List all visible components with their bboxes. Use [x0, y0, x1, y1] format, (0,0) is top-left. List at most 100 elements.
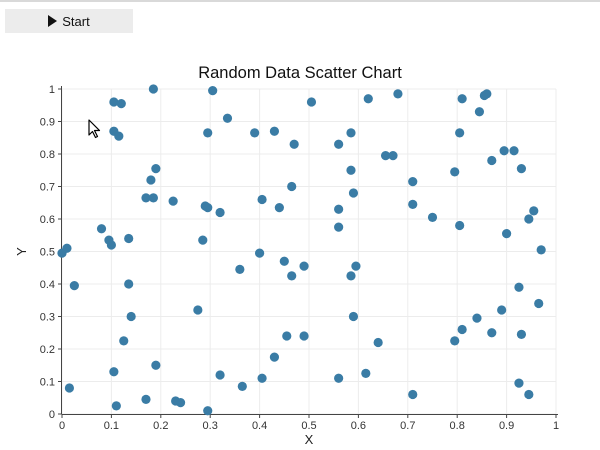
- y-tick-label: 0.5: [40, 247, 55, 259]
- data-point: [534, 298, 544, 309]
- data-point: [269, 352, 280, 362]
- mouse-cursor-icon: [88, 119, 101, 139]
- data-point: [282, 331, 292, 341]
- data-point: [151, 360, 161, 370]
- y-tick-label: 0.2: [40, 344, 55, 356]
- data-point: [269, 126, 280, 136]
- data-point: [474, 107, 485, 117]
- data-point: [348, 188, 359, 198]
- grid-lines: [61, 88, 557, 415]
- data-point: [146, 175, 156, 185]
- data-point: [64, 383, 75, 393]
- data-point: [524, 214, 534, 224]
- x-axis-label: X: [305, 432, 314, 447]
- data-point: [529, 206, 539, 216]
- y-axis-label: Y: [14, 247, 29, 256]
- data-point: [106, 240, 116, 250]
- data-point: [193, 305, 203, 315]
- x-tick-label: 0.5: [301, 420, 316, 432]
- y-tick-label: 0: [49, 409, 55, 421]
- data-point: [502, 229, 512, 239]
- data-point: [255, 248, 265, 258]
- data-point: [361, 368, 371, 378]
- data-point: [482, 89, 492, 99]
- data-point: [151, 164, 161, 174]
- data-point: [450, 167, 460, 177]
- data-point: [393, 89, 403, 99]
- data-point: [487, 328, 497, 338]
- data-point: [380, 151, 391, 161]
- data-point: [455, 128, 465, 138]
- data-point: [62, 243, 72, 253]
- data-point: [497, 305, 507, 315]
- data-point: [203, 128, 213, 138]
- y-tick-label: 1: [49, 84, 55, 96]
- data-point: [96, 224, 107, 234]
- data-point: [457, 94, 467, 104]
- data-point: [109, 97, 119, 107]
- data-point: [334, 373, 344, 383]
- data-point: [274, 203, 284, 213]
- data-point: [69, 281, 79, 291]
- data-point: [334, 222, 344, 232]
- data-point: [237, 381, 247, 391]
- data-point: [279, 256, 289, 266]
- data-point: [348, 311, 359, 322]
- data-point: [257, 194, 267, 205]
- x-tick-label: 0.3: [203, 420, 218, 432]
- data-point: [514, 378, 524, 388]
- data-point: [408, 389, 418, 400]
- data-point: [408, 199, 418, 209]
- data-point: [215, 207, 225, 218]
- y-tick-label: 0.6: [40, 214, 55, 226]
- data-point: [289, 139, 299, 149]
- x-tick-label: 1: [553, 420, 559, 432]
- data-point: [148, 193, 158, 203]
- data-point: [346, 165, 356, 175]
- y-tick-label: 0.7: [40, 182, 55, 194]
- data-point: [215, 370, 225, 380]
- x-axis-ticks: 0 0.1 0.2 0.3 0.4 0.5 0.6 0.7 0.8 0.9 1: [59, 414, 559, 432]
- x-tick-label: 0.8: [450, 420, 465, 432]
- data-point: [536, 245, 546, 255]
- x-tick-label: 0: [59, 420, 65, 432]
- chart-title: Random Data Scatter Chart: [198, 64, 402, 82]
- data-point: [509, 146, 519, 156]
- data-point: [299, 331, 309, 341]
- data-point: [198, 235, 208, 245]
- data-point: [408, 177, 418, 187]
- data-point: [427, 212, 438, 222]
- data-point: [487, 155, 497, 166]
- play-icon: [48, 15, 58, 27]
- data-point: [175, 398, 186, 408]
- x-tick-label: 0.1: [104, 420, 119, 432]
- y-tick-label: 0.4: [40, 279, 55, 291]
- start-button[interactable]: Start: [5, 9, 133, 33]
- y-tick-label: 0.8: [40, 149, 55, 161]
- data-point: [203, 406, 213, 416]
- data-point: [119, 336, 129, 346]
- x-tick-label: 0.4: [252, 420, 267, 432]
- data-point: [203, 203, 213, 213]
- data-point: [388, 151, 398, 161]
- data-point: [109, 367, 119, 377]
- data-point: [524, 389, 534, 400]
- data-point: [148, 84, 158, 94]
- data-point: [334, 204, 344, 214]
- y-axis-ticks: 0 0.1 0.2 0.3 0.4 0.5 0.6 0.7 0.8 0.9 1: [40, 84, 62, 421]
- data-point: [141, 193, 151, 203]
- data-point: [346, 128, 356, 138]
- data-point: [450, 336, 460, 346]
- y-tick-label: 0.1: [40, 377, 55, 389]
- data-point: [457, 324, 467, 335]
- data-point: [208, 86, 218, 96]
- data-point: [499, 146, 509, 156]
- data-point: [472, 313, 482, 323]
- data-point: [363, 94, 373, 104]
- y-tick-label: 0.3: [40, 312, 55, 324]
- data-point: [257, 373, 267, 383]
- data-point: [287, 181, 297, 192]
- data-point: [222, 113, 233, 123]
- y-tick-label: 0.9: [40, 117, 55, 129]
